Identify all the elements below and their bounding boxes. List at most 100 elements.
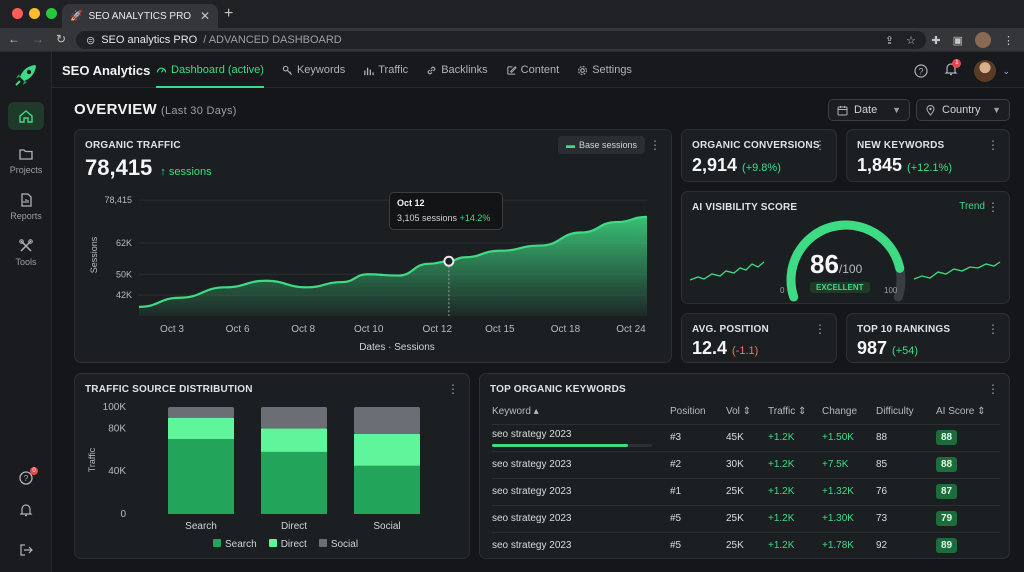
more-options-icon[interactable]: ⋮ — [987, 322, 999, 336]
reload-icon[interactable]: ↻ — [56, 32, 67, 46]
col-change[interactable]: Change — [822, 406, 858, 418]
base-sessions-label: Base sessions — [578, 140, 637, 150]
browser-tabbar: 🚀 SEO ANALYTICS PRO ✕ + — [0, 0, 1024, 28]
keyword-cell-text: seo strategy 2023 — [492, 486, 572, 497]
keyword-cell: seo strategy 2023 — [492, 477, 670, 505]
col-traffic[interactable]: Traffic ⇕ — [768, 406, 807, 418]
back-icon[interactable]: ← — [8, 32, 20, 46]
more-options-icon[interactable]: ⋮ — [649, 138, 661, 152]
nav-traffic[interactable]: Traffic — [363, 52, 408, 88]
site-info-icon[interactable]: ⊜ — [86, 34, 96, 47]
close-window-button[interactable] — [12, 8, 23, 19]
close-tab-icon[interactable]: ✕ — [199, 9, 210, 23]
gauge-max-label: 100 — [884, 286, 898, 295]
browser-tab[interactable]: 🚀 SEO ANALYTICS PRO ✕ — [62, 4, 218, 28]
bar-social-search[interactable] — [168, 407, 234, 418]
profile-avatar[interactable] — [975, 32, 991, 48]
help-button[interactable]: ? 0 — [0, 467, 52, 486]
sidebar-item-reports[interactable]: Reports — [0, 192, 52, 221]
bookmark-star-icon[interactable]: ☆ — [906, 34, 916, 47]
new-tab-button[interactable]: + — [224, 5, 234, 22]
bar-search-search[interactable] — [168, 439, 234, 514]
traffic-cell-text: +1.2K — [768, 432, 795, 443]
more-options-icon[interactable]: ⋮ — [987, 200, 999, 214]
volume-cell: 45K — [726, 423, 768, 451]
ai-score-badge: 88 — [936, 457, 958, 472]
nav-backlinks[interactable]: Backlinks — [426, 52, 488, 88]
top-navigation: SEO Analytics Dashboard (active) Keyword… — [52, 52, 1024, 88]
chevron-down-icon: ⌄ — [1002, 65, 1010, 76]
user-menu[interactable]: ⌄ — [974, 60, 1010, 82]
table-row[interactable]: seo strategy 2023 #3 45K +1.2K +1.50K 88 88 — [492, 423, 1000, 451]
sidebar-label-tools: Tools — [15, 257, 37, 267]
volume-cell-text: 45K — [726, 432, 744, 443]
app-sidebar: Projects Reports Tools ? 0 — [0, 52, 52, 572]
nav-settings[interactable]: Settings — [577, 52, 632, 88]
nav-dashboard[interactable]: Dashboard (active) — [156, 52, 264, 88]
traffic-cell: +1.2K — [768, 423, 822, 451]
trend-link[interactable]: Trend — [959, 201, 985, 212]
col-keyword[interactable]: Keyword ▴ — [492, 406, 539, 418]
minimize-window-button[interactable] — [29, 8, 40, 19]
traffic-source-card: TRAFFIC SOURCE DISTRIBUTION ⋮ 0 40K 80K 100… — [74, 373, 470, 559]
table-row[interactable]: seo strategy 2023 #5 25K +1.2K +1.78K 92 89 — [492, 531, 1000, 559]
window-controls[interactable] — [12, 8, 57, 19]
tooltip-value: 3,105 sessions — [397, 213, 458, 223]
difficulty-cell: 92 — [876, 531, 936, 559]
x-tick-label: Oct 10 — [354, 324, 384, 335]
bar-social-direct[interactable] — [261, 407, 327, 429]
gauge-min-label: 0 — [780, 286, 785, 295]
maximize-window-button[interactable] — [46, 8, 57, 19]
bar-search-social[interactable] — [354, 465, 420, 514]
chart-legend: Search Direct Social — [213, 539, 358, 550]
position-cell-text: #1 — [670, 486, 682, 497]
forward-icon[interactable]: → — [32, 32, 44, 46]
keyword-cell: seo strategy 2023 — [492, 423, 670, 451]
country-filter[interactable]: Country ▼ — [916, 99, 1010, 121]
col-position[interactable]: Position — [670, 406, 706, 418]
sidebar-notifications-button[interactable] — [0, 502, 52, 518]
more-options-icon[interactable]: ⋮ — [447, 382, 459, 396]
rocket-logo-icon[interactable] — [13, 62, 39, 88]
col-ai-score[interactable]: AI Score ⇕ — [936, 406, 986, 418]
more-options-icon[interactable]: ⋮ — [814, 322, 826, 336]
date-filter[interactable]: Date ▼ — [828, 99, 910, 121]
bar-direct-search[interactable] — [168, 417, 234, 440]
sidebar-item-home[interactable] — [0, 102, 52, 130]
bar-direct-social[interactable] — [354, 433, 420, 466]
highlight-point[interactable] — [443, 255, 455, 267]
col-difficulty[interactable]: Difficulty — [876, 406, 914, 418]
table-row[interactable]: seo strategy 2023 #5 25K +1.2K +1.30K 73 79 — [492, 504, 1000, 532]
sidebar-item-tools[interactable]: Tools — [0, 238, 52, 267]
sidepanel-icon[interactable]: ▣ — [952, 34, 963, 47]
table-row[interactable]: seo strategy 2023 #1 25K +1.2K +1.32K 76 87 — [492, 477, 1000, 505]
traffic-area — [139, 216, 647, 316]
more-options-icon[interactable]: ⋮ — [814, 138, 826, 152]
share-icon[interactable]: ⇪ — [884, 34, 895, 47]
notifications-button[interactable]: 1 — [944, 58, 962, 81]
traffic-cell: +1.2K — [768, 477, 822, 505]
sidebar-item-projects[interactable]: Projects — [0, 146, 52, 175]
gear-icon — [578, 65, 588, 75]
base-sessions-button[interactable]: ▬ Base sessions — [557, 136, 645, 154]
traffic-cell: +1.2K — [768, 504, 822, 532]
url-field[interactable]: ⊜ SEO analytics PRO / ADVANCED DASHBOARD… — [76, 31, 926, 49]
col-vol[interactable]: Vol ⇕ — [726, 406, 752, 418]
bar-direct-direct[interactable] — [261, 428, 327, 452]
more-options-icon[interactable]: ⋮ — [987, 138, 999, 152]
change-cell-text: +1.50K — [822, 432, 854, 443]
user-avatar — [974, 60, 997, 82]
volume-cell-text: 25K — [726, 540, 744, 552]
x-tick-label: Social — [373, 521, 400, 532]
bar-search-direct[interactable] — [261, 451, 327, 514]
table-row[interactable]: seo strategy 2023 #2 30K +1.2K +7.5K 85 88 — [492, 450, 1000, 478]
nav-keywords[interactable]: Keywords — [282, 52, 345, 88]
browser-menu-icon[interactable]: ⋮ — [1003, 34, 1014, 47]
logout-button[interactable] — [0, 542, 52, 558]
bar-social-social[interactable] — [354, 407, 420, 434]
position-cell: #2 — [670, 450, 726, 478]
help-icon[interactable]: ? — [914, 64, 929, 78]
nav-content[interactable]: Content — [506, 52, 559, 88]
extensions-icon[interactable]: ✚ — [931, 34, 941, 47]
more-options-icon[interactable]: ⋮ — [987, 382, 999, 396]
